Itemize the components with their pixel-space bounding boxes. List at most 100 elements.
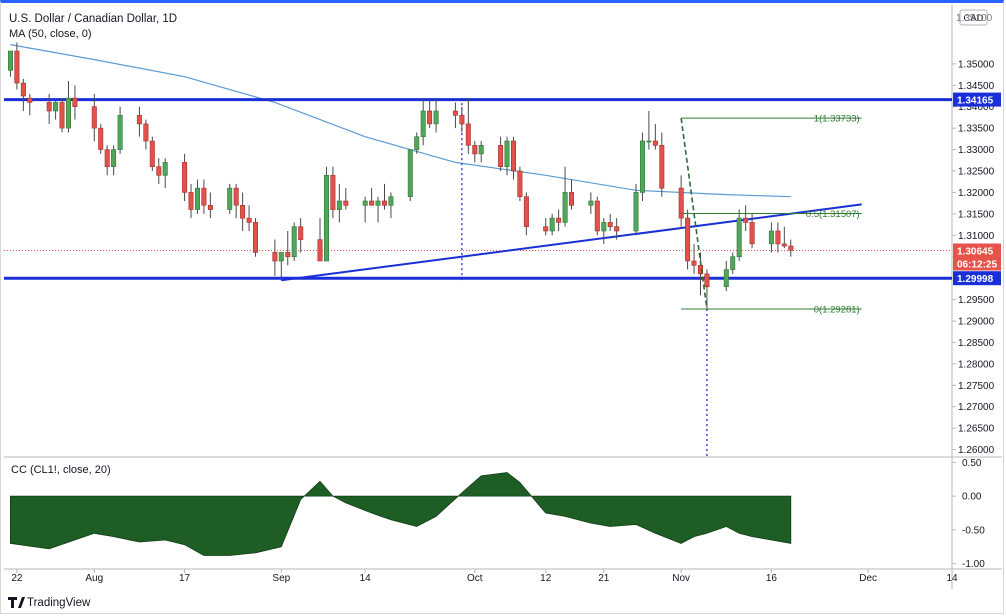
candle[interactable] bbox=[388, 192, 394, 219]
candle[interactable] bbox=[433, 98, 439, 133]
candle[interactable] bbox=[414, 132, 420, 154]
candle[interactable] bbox=[730, 252, 736, 274]
candle[interactable] bbox=[104, 145, 110, 176]
candle[interactable] bbox=[704, 269, 710, 309]
candle[interactable] bbox=[685, 209, 691, 270]
candle[interactable] bbox=[20, 78, 26, 111]
candle[interactable] bbox=[723, 261, 729, 291]
candle[interactable] bbox=[420, 98, 426, 146]
candles-layer[interactable] bbox=[8, 42, 794, 309]
candle[interactable] bbox=[594, 196, 600, 236]
candle[interactable] bbox=[517, 166, 523, 201]
candle[interactable] bbox=[156, 158, 162, 184]
candle[interactable] bbox=[375, 196, 381, 223]
candle-body-down bbox=[775, 230, 781, 245]
candle[interactable] bbox=[588, 192, 594, 214]
oscillator-area[interactable] bbox=[10, 472, 792, 556]
candle[interactable] bbox=[556, 209, 562, 231]
candle[interactable] bbox=[775, 222, 781, 253]
candle[interactable] bbox=[285, 231, 291, 266]
candle[interactable] bbox=[330, 166, 336, 219]
candle[interactable] bbox=[472, 141, 478, 163]
candle[interactable] bbox=[601, 218, 607, 244]
candle[interactable] bbox=[362, 196, 368, 223]
candle[interactable] bbox=[291, 222, 297, 261]
tradingview-logo[interactable]: TradingView bbox=[8, 597, 91, 609]
candle[interactable] bbox=[46, 93, 52, 124]
candle[interactable] bbox=[253, 218, 259, 257]
candle[interactable] bbox=[743, 205, 749, 231]
candle[interactable] bbox=[381, 183, 387, 210]
currency-badge[interactable]: CAD bbox=[959, 9, 988, 26]
candle[interactable] bbox=[549, 213, 555, 236]
candle[interactable] bbox=[504, 136, 510, 176]
candle[interactable] bbox=[233, 183, 239, 219]
candle[interactable] bbox=[749, 213, 755, 249]
candle[interactable] bbox=[149, 136, 155, 171]
candle[interactable] bbox=[568, 179, 574, 210]
candle[interactable] bbox=[278, 252, 284, 281]
candle[interactable] bbox=[788, 239, 794, 257]
candle[interactable] bbox=[98, 123, 104, 154]
candle[interactable] bbox=[736, 209, 742, 261]
candle[interactable] bbox=[8, 50, 14, 77]
candle[interactable] bbox=[336, 183, 342, 223]
candle[interactable] bbox=[407, 149, 413, 201]
candle[interactable] bbox=[66, 81, 72, 133]
candle[interactable] bbox=[240, 192, 246, 231]
candle[interactable] bbox=[768, 222, 774, 253]
candle[interactable] bbox=[510, 136, 516, 180]
candle[interactable] bbox=[72, 85, 78, 120]
candle[interactable] bbox=[195, 179, 201, 214]
candle[interactable] bbox=[691, 243, 697, 274]
candle[interactable] bbox=[117, 106, 123, 154]
trend-line[interactable] bbox=[281, 203, 862, 282]
candle[interactable] bbox=[498, 136, 504, 171]
candle[interactable] bbox=[465, 98, 471, 154]
candle[interactable] bbox=[246, 205, 252, 231]
candle[interactable] bbox=[652, 123, 658, 150]
candle[interactable] bbox=[182, 153, 188, 201]
candle[interactable] bbox=[14, 42, 20, 90]
candle[interactable] bbox=[646, 111, 652, 150]
candle[interactable] bbox=[201, 179, 207, 214]
candle[interactable] bbox=[697, 252, 703, 296]
candle[interactable] bbox=[53, 98, 59, 120]
candle[interactable] bbox=[227, 183, 233, 214]
candle[interactable] bbox=[523, 192, 529, 236]
fib-trend-dashed-line[interactable] bbox=[680, 118, 708, 310]
candle[interactable] bbox=[317, 218, 323, 262]
candle[interactable] bbox=[478, 141, 484, 163]
candle[interactable] bbox=[162, 158, 168, 189]
candle[interactable] bbox=[633, 183, 639, 236]
candle[interactable] bbox=[427, 98, 433, 129]
fibonacci-layer[interactable]: 1(1.33733) 0.5(1.31507) 0(1.29281) bbox=[680, 114, 862, 316]
candle[interactable] bbox=[136, 106, 142, 137]
moving-average-line[interactable] bbox=[10, 44, 791, 198]
candle[interactable] bbox=[543, 218, 549, 236]
candle[interactable] bbox=[459, 106, 465, 133]
candle[interactable] bbox=[143, 119, 149, 150]
candle[interactable] bbox=[781, 226, 787, 249]
candle[interactable] bbox=[639, 132, 645, 201]
candle[interactable] bbox=[59, 98, 65, 133]
candle[interactable] bbox=[343, 188, 349, 210]
candle[interactable] bbox=[659, 132, 665, 197]
candle-body-up bbox=[433, 110, 439, 125]
candle[interactable] bbox=[323, 166, 329, 262]
candle[interactable] bbox=[207, 192, 213, 219]
candle[interactable] bbox=[111, 145, 117, 176]
candle[interactable] bbox=[369, 188, 375, 206]
candle[interactable] bbox=[27, 93, 33, 116]
candle[interactable] bbox=[188, 183, 194, 219]
candle[interactable] bbox=[562, 166, 568, 227]
candle[interactable] bbox=[607, 213, 613, 231]
candle-body-up bbox=[723, 269, 729, 288]
candle[interactable] bbox=[452, 102, 458, 129]
candle[interactable] bbox=[91, 93, 97, 141]
candle[interactable] bbox=[272, 239, 278, 276]
candle[interactable] bbox=[614, 218, 620, 240]
candle[interactable] bbox=[678, 175, 684, 227]
candle[interactable] bbox=[298, 218, 304, 253]
